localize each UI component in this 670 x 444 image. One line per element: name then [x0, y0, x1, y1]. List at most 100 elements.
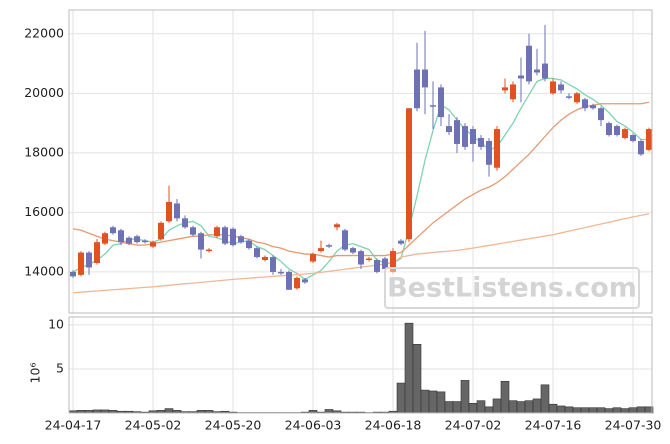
- plots: 14000 16000 18000 20000 22000 5 10 24-04-17 24-0…: [24, 9, 662, 433]
- volume-bar: [500, 380, 510, 414]
- candle-body: [478, 137, 484, 147]
- candle-body: [462, 126, 468, 147]
- volume-bar: [556, 405, 566, 414]
- candle-body: [110, 227, 116, 234]
- y-axis-label: 10⁶: [28, 363, 43, 384]
- volume-bar: [516, 401, 526, 414]
- candle-body: [334, 224, 340, 228]
- moving-average: [72, 77, 649, 281]
- candle-body: [494, 129, 500, 168]
- candle-body: [470, 129, 476, 144]
- candle-body: [134, 236, 140, 243]
- watermark: BestListens.com: [387, 273, 637, 304]
- x-tick-label: 24-04-17: [45, 418, 102, 433]
- candle-body: [430, 105, 436, 107]
- y-tick-label: 18000: [24, 144, 64, 159]
- volume-bar: [492, 398, 502, 414]
- candle-body: [198, 233, 204, 250]
- candle-body: [262, 257, 268, 261]
- candle-body: [94, 242, 100, 263]
- watermark-box: [384, 267, 640, 309]
- y-tick-label: 14000: [24, 263, 64, 278]
- candle-body: [598, 108, 604, 121]
- candle-body: [278, 271, 284, 274]
- candle-body: [254, 248, 260, 258]
- volume-bar: [428, 390, 438, 414]
- candle-body: [518, 75, 524, 79]
- volume-bar: [532, 398, 542, 414]
- candle-body: [414, 69, 420, 109]
- candle-body: [142, 240, 148, 243]
- candle-body: [590, 105, 596, 109]
- candle-body: [390, 251, 396, 272]
- volume-bar: [444, 401, 454, 414]
- candle-body: [542, 63, 548, 79]
- volume-bar: [452, 401, 462, 414]
- volume-bar: [628, 407, 638, 414]
- candle-body: [534, 69, 540, 73]
- volume-bar: [596, 407, 606, 414]
- candle-body: [646, 129, 652, 150]
- candle-body: [454, 120, 460, 144]
- candle-body: [550, 81, 556, 94]
- candle-body: [102, 233, 108, 244]
- candle-body: [182, 218, 188, 228]
- candle-body: [398, 240, 404, 244]
- candle-body: [638, 140, 644, 155]
- candle-body: [582, 99, 588, 109]
- volume-bar: [324, 409, 334, 414]
- volume-bar: [572, 407, 582, 414]
- x-tick-label: 24-06-18: [365, 418, 422, 433]
- candle-body: [358, 251, 364, 265]
- candle-body: [510, 84, 516, 100]
- volume-bar: [164, 408, 174, 414]
- x-tick-label: 24-07-30: [605, 418, 662, 433]
- y-tick-label: 20000: [24, 85, 64, 100]
- volume-bar: [580, 407, 590, 414]
- volume-bar: [412, 344, 422, 414]
- volume-bar: [436, 391, 446, 414]
- candle-body: [270, 257, 276, 272]
- volume-bar: [476, 400, 486, 414]
- candle-body: [614, 126, 620, 136]
- candle-body: [166, 201, 172, 222]
- volume-bar: [540, 384, 550, 414]
- y-tick-label: 5: [56, 360, 64, 375]
- volume-bar: [588, 407, 598, 414]
- x-tick-label: 24-05-20: [205, 418, 262, 433]
- candle-body: [446, 126, 452, 133]
- candle-body: [286, 271, 292, 290]
- plot-frame: [68, 9, 653, 314]
- candle-body: [190, 227, 196, 235]
- candle-body: [86, 252, 92, 268]
- volume-bar: [420, 389, 430, 414]
- candle-body: [318, 248, 324, 252]
- candle-body: [574, 93, 580, 103]
- candle-body: [374, 260, 380, 272]
- candle-body: [438, 87, 444, 118]
- volume-bar: [484, 406, 494, 414]
- volume-bar: [564, 406, 574, 414]
- volume-bar: [404, 322, 414, 414]
- candle-body: [630, 135, 636, 141]
- volume-bar: [620, 408, 630, 414]
- candle-body: [238, 236, 244, 243]
- y-tick-label: 16000: [24, 204, 64, 219]
- candle-body: [246, 240, 252, 249]
- volume-bar: [548, 403, 558, 414]
- candle-body: [230, 228, 236, 246]
- volume-bar: [604, 408, 614, 414]
- candle-body: [118, 230, 124, 243]
- candle-body: [310, 254, 316, 262]
- volume-bar: [612, 407, 622, 414]
- y-tick-label: 22000: [24, 25, 64, 40]
- x-tick-label: 24-05-02: [125, 418, 182, 433]
- y-tick-label: 10: [48, 316, 64, 331]
- candle-body: [622, 129, 628, 138]
- candle-body: [350, 248, 356, 253]
- candle-body: [326, 245, 332, 247]
- candle-body: [222, 227, 228, 244]
- candle-body: [126, 237, 132, 244]
- volume-bar: [508, 400, 518, 414]
